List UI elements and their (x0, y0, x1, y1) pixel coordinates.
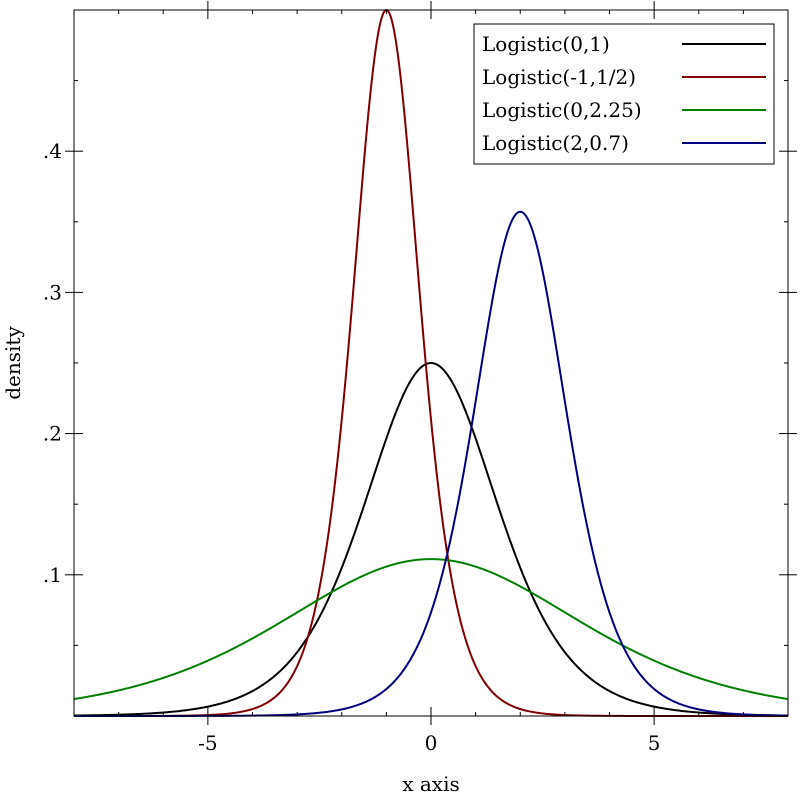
series-line-3 (73, 558, 789, 701)
legend-label: Logistic(0,1) (482, 32, 610, 56)
y-tick-label: .1 (43, 563, 62, 587)
legend-label: Logistic(0,2.25) (482, 98, 642, 122)
axis-ticks (65, 1, 797, 725)
y-axis-title: density (1, 326, 25, 400)
x-tick-label: 0 (425, 731, 438, 755)
x-tick-label: 5 (648, 731, 661, 755)
x-axis-title: x axis (402, 772, 460, 796)
legend-label: Logistic(-1,1/2) (482, 65, 636, 89)
x-tick-label: -5 (198, 731, 217, 755)
y-tick-label: .3 (43, 280, 62, 304)
y-tick-label: .4 (43, 139, 62, 163)
legend-box (473, 23, 775, 165)
axis-tick-labels: -5 0 5 .1 .2 .3 .4 (43, 139, 661, 755)
y-tick-label: .2 (43, 422, 62, 446)
legend-label: Logistic(2,0.7) (482, 131, 629, 155)
legend: Logistic(0,1) Logistic(-1,1/2) Logistic(0,… (473, 23, 775, 165)
series-line-1 (73, 361, 789, 717)
